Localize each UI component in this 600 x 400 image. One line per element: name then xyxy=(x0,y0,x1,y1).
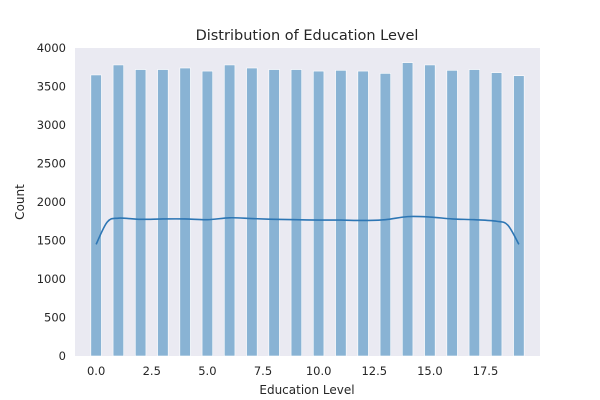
histogram-bar-17 xyxy=(468,69,480,357)
y-tick-label: 2000 xyxy=(37,195,66,209)
x-tick-label: 2.5 xyxy=(143,364,161,378)
chart-title: Distribution of Education Level xyxy=(196,28,419,44)
histogram-bar-2 xyxy=(135,69,147,357)
y-tick-label: 2500 xyxy=(37,157,66,171)
y-tick-label: 4000 xyxy=(37,41,66,55)
y-tick-label: 3500 xyxy=(37,80,66,94)
histogram-bar-10 xyxy=(313,70,325,357)
y-tick-label: 3000 xyxy=(37,118,66,132)
x-tick-label: 7.5 xyxy=(254,364,272,378)
histogram-bar-1 xyxy=(112,64,124,357)
histogram-bar-18 xyxy=(491,72,503,357)
x-tick-label: 5.0 xyxy=(198,364,216,378)
histogram-bar-0 xyxy=(90,74,102,357)
x-tick-label: 12.5 xyxy=(361,364,387,378)
x-axis-ticks: 0.0 2.5 5.0 7.5 10.0 12.5 15.0 17.5 xyxy=(87,364,498,378)
y-axis-label: Count xyxy=(13,184,27,220)
y-axis-ticks: 0 500 1000 1500 2000 2500 3000 3500 4000 xyxy=(37,41,66,363)
histogram-bar-19 xyxy=(513,75,525,357)
y-tick-label: 1500 xyxy=(37,234,66,248)
histogram-bar-4 xyxy=(179,67,191,357)
histogram-bar-13 xyxy=(379,73,391,357)
y-tick-label: 1000 xyxy=(37,272,66,286)
kde-curve xyxy=(95,215,520,245)
x-axis-label: Education Level xyxy=(259,383,354,397)
histogram-bar-14 xyxy=(402,62,414,357)
histogram-bar-5 xyxy=(201,70,213,357)
x-tick-label: 17.5 xyxy=(473,364,499,378)
plot-area xyxy=(75,48,540,356)
histogram-bar-7 xyxy=(246,67,258,357)
histogram-bar-8 xyxy=(268,69,280,357)
y-tick-label: 500 xyxy=(44,311,66,325)
histogram-bar-3 xyxy=(157,69,169,357)
y-tick-label: 0 xyxy=(59,349,66,363)
histogram-bar-15 xyxy=(424,64,436,357)
x-tick-label: 0.0 xyxy=(87,364,105,378)
histogram-bar-11 xyxy=(335,70,347,357)
x-tick-label: 15.0 xyxy=(417,364,443,378)
histogram-bar-9 xyxy=(290,69,302,357)
histogram-bar-12 xyxy=(357,70,369,357)
x-tick-label: 10.0 xyxy=(306,364,332,378)
histogram-bar-16 xyxy=(446,70,458,357)
bar-group xyxy=(90,62,525,357)
histogram-bar-6 xyxy=(224,64,236,357)
